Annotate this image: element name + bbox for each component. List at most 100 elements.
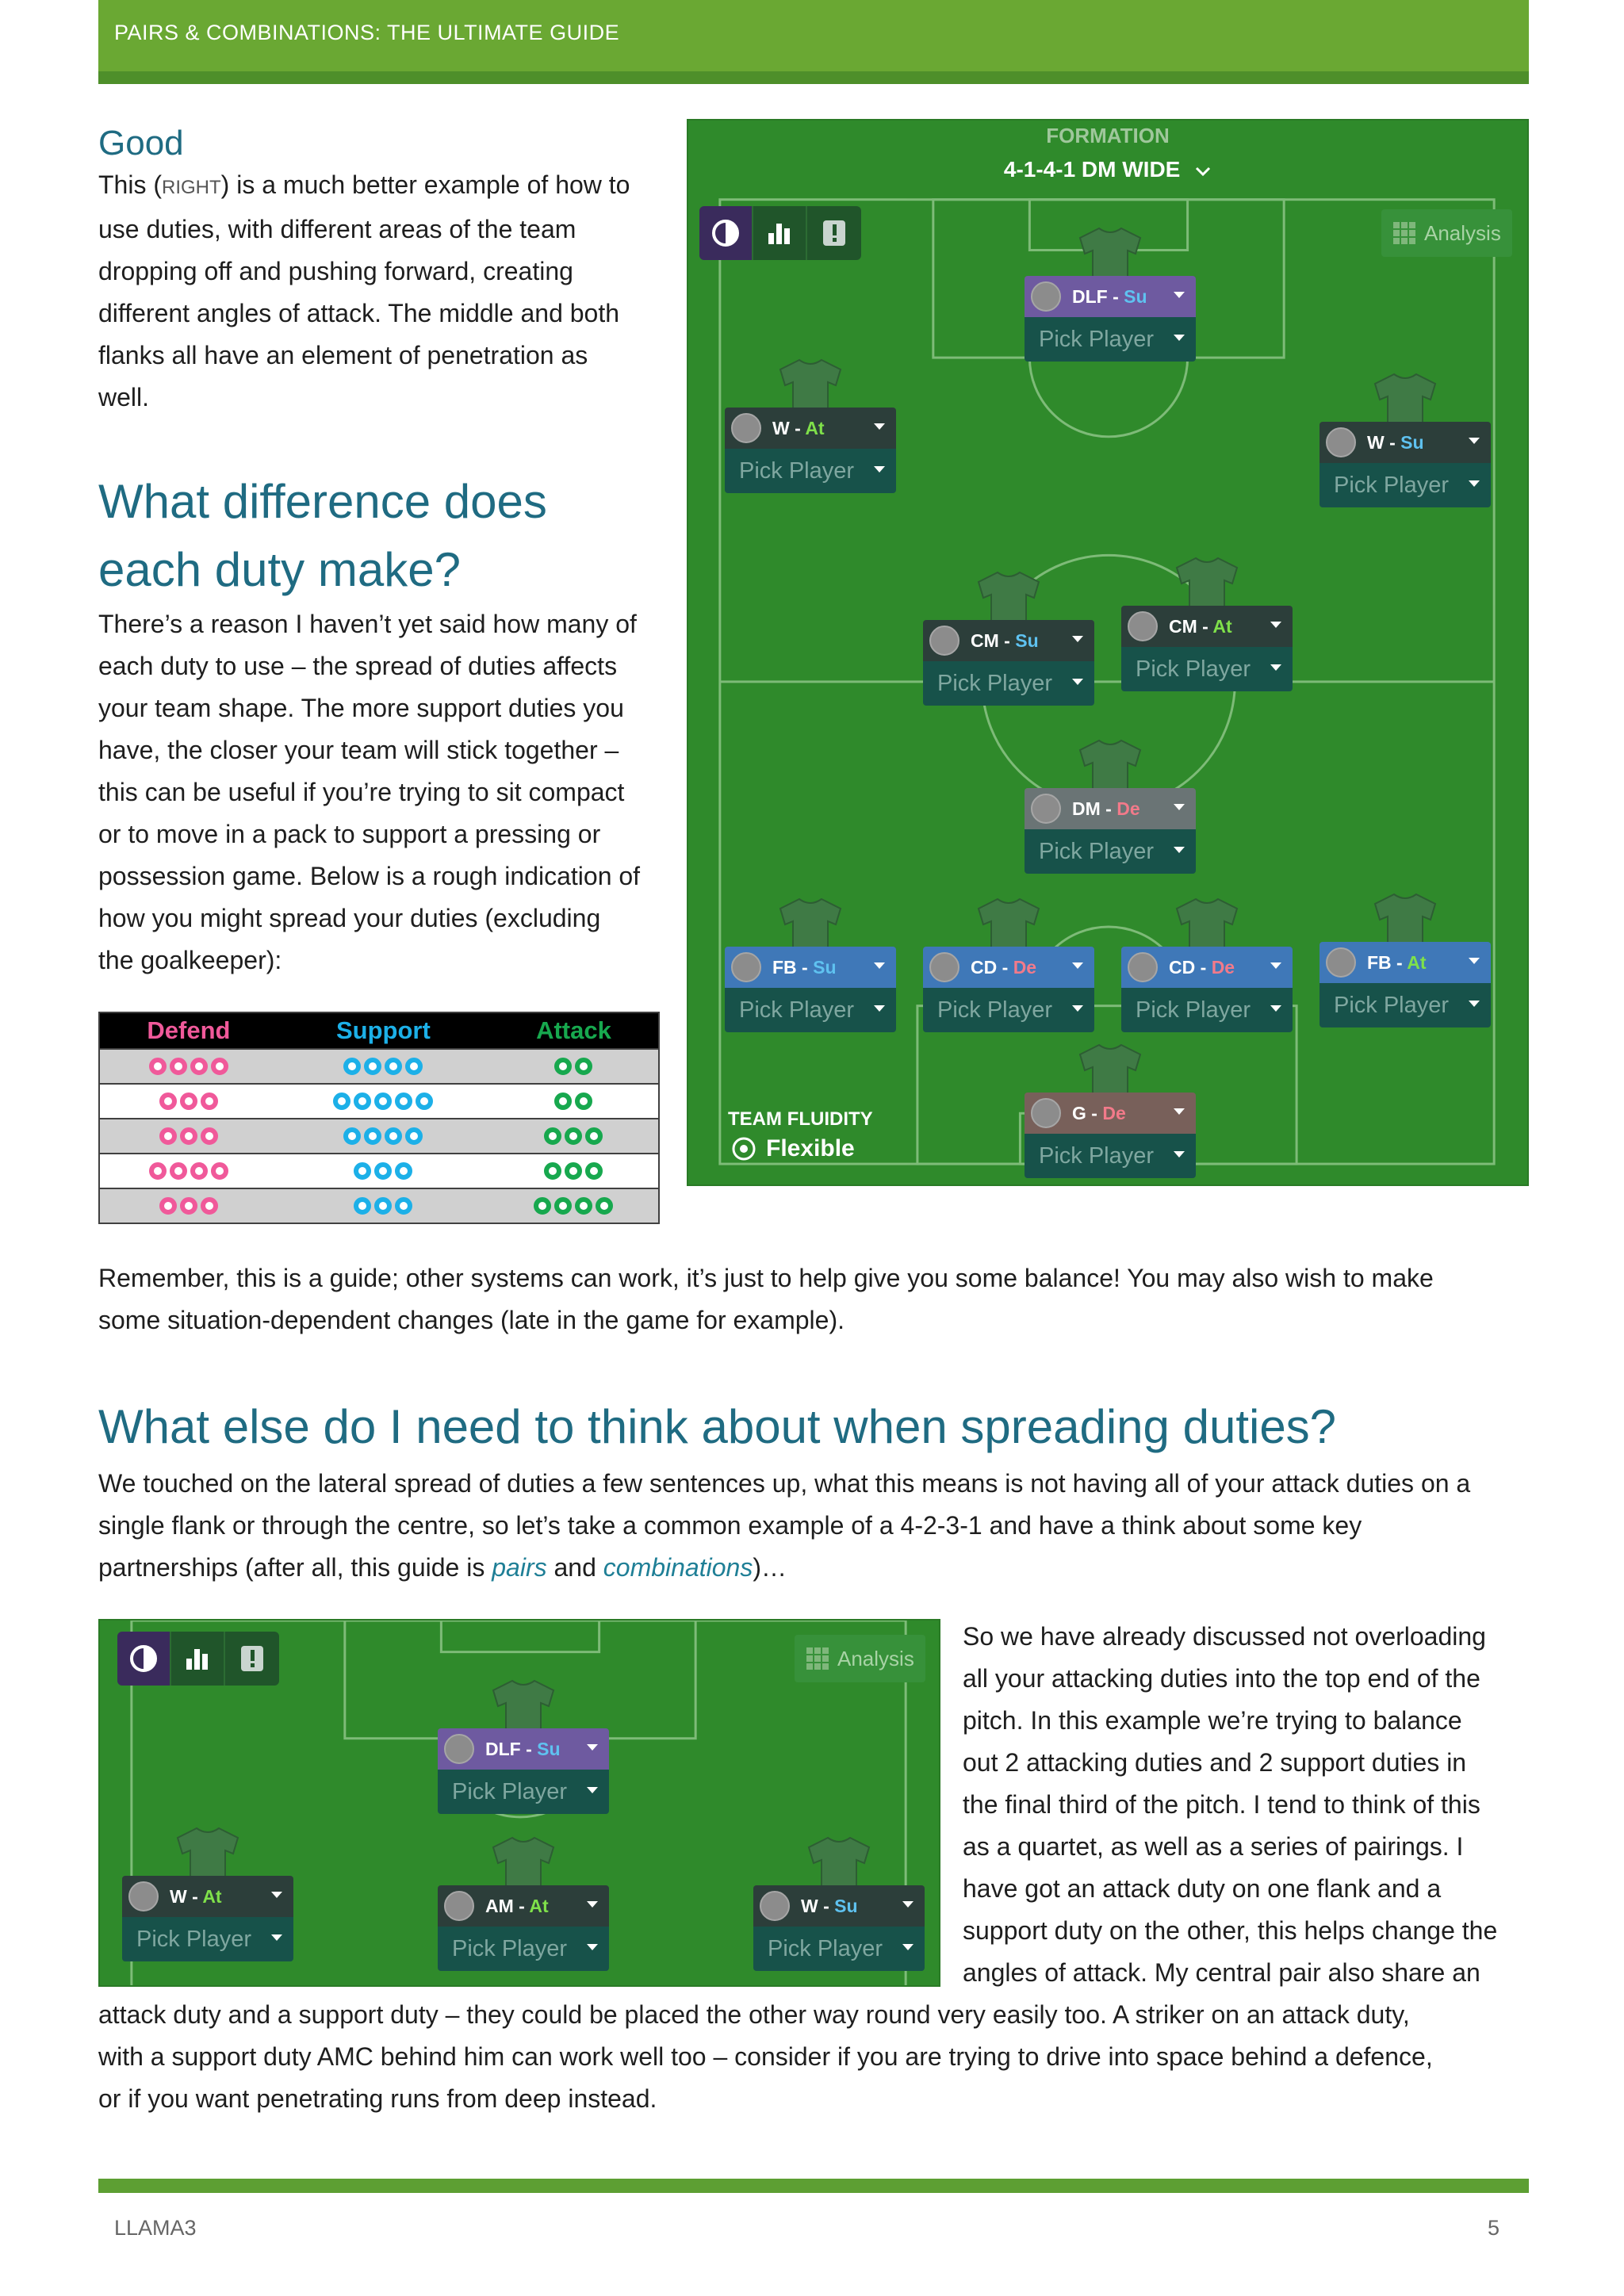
pairs-link[interactable]: pairs — [492, 1553, 547, 1582]
pick-player-select[interactable]: Pick Player — [438, 1770, 609, 1814]
role-label: CM - Su — [971, 629, 1039, 651]
role-selector[interactable]: W - Su — [753, 1885, 925, 1927]
shirt-icon — [1078, 739, 1142, 796]
formation-screenshot: FORMATION 4-1-4-1 DM WIDE Analysis TEAM … — [687, 119, 1529, 1186]
player-slot-dm-de[interactable]: DM - De Pick Player — [1025, 739, 1196, 874]
attack-duty-dot — [544, 1162, 562, 1180]
attack-duty-dot — [596, 1197, 614, 1215]
role-selector[interactable]: DLF - Su — [1025, 276, 1196, 317]
player-slot-cm-su[interactable]: CM - Su Pick Player — [923, 571, 1094, 706]
pick-player-select[interactable]: Pick Player — [1121, 988, 1293, 1032]
duty-table-row — [99, 1083, 659, 1119]
pick-player-select[interactable]: Pick Player — [122, 1917, 293, 1961]
bar-chart-icon — [768, 224, 790, 244]
shirt-icon — [779, 358, 842, 415]
player-slot-cm-at[interactable]: CM - At Pick Player — [1121, 557, 1293, 691]
role-selector[interactable]: CM - At — [1121, 606, 1293, 647]
pick-player-select[interactable]: Pick Player — [1320, 463, 1491, 507]
shirt-icon — [1078, 227, 1142, 284]
player-slot-dlf-su[interactable]: DLF - Su Pick Player — [438, 1679, 609, 1814]
formation-select[interactable]: 4-1-4-1 DM WIDE — [688, 157, 1527, 182]
avatar — [1128, 611, 1158, 641]
dropdown-caret-icon — [271, 1892, 282, 1898]
defend-duty-dot — [148, 1162, 167, 1180]
support-duty-dot — [343, 1058, 362, 1075]
player-slot-fb-at[interactable]: FB - At Pick Player — [1320, 893, 1491, 1027]
good-paragraph: This (RIGHT) is a much better example of… — [98, 164, 669, 419]
pick-player-select[interactable]: Pick Player — [1025, 829, 1196, 874]
pick-player-select[interactable]: Pick Player — [1025, 317, 1196, 362]
pick-player-select[interactable]: Pick Player — [1121, 647, 1293, 691]
pick-player-select[interactable]: Pick Player — [1320, 983, 1491, 1027]
defend-dots — [159, 1197, 218, 1215]
analysis-button[interactable]: Analysis — [1381, 209, 1512, 257]
role-label: CM - At — [1169, 615, 1232, 637]
player-slot-cd-de[interactable]: CD - De Pick Player — [1121, 897, 1293, 1032]
duty-table-row — [99, 1118, 659, 1154]
alert-view-button[interactable] — [225, 1632, 279, 1686]
role-selector[interactable]: W - Su — [1320, 422, 1491, 463]
stats-view-button[interactable] — [753, 206, 807, 260]
player-slot-w-su[interactable]: W - Su Pick Player — [1320, 373, 1491, 507]
spreading-line: partnerships (after all, this guide is p… — [98, 1553, 787, 1582]
role-selector[interactable]: AM - At — [438, 1885, 609, 1927]
role-selector[interactable]: CD - De — [1121, 947, 1293, 988]
attack-duty-dot — [554, 1093, 573, 1110]
pick-player-select[interactable]: Pick Player — [438, 1927, 609, 1971]
defend-count-cell — [99, 1118, 278, 1154]
role-selector[interactable]: FB - At — [1320, 942, 1491, 983]
player-slot-cd-de[interactable]: CD - De Pick Player — [923, 897, 1094, 1032]
role-selector[interactable]: W - At — [122, 1876, 293, 1917]
role-selector[interactable]: CM - Su — [923, 620, 1094, 661]
player-slot-fb-su[interactable]: FB - Su Pick Player — [725, 897, 896, 1032]
defend-duty-dot — [169, 1162, 187, 1180]
pick-player-select[interactable]: Pick Player — [1025, 1134, 1196, 1178]
player-slot-w-at[interactable]: W - At Pick Player — [725, 358, 896, 493]
role-selector[interactable]: G - De — [1025, 1093, 1196, 1134]
shirt-icon — [977, 897, 1040, 955]
role-selector[interactable]: CD - De — [923, 947, 1094, 988]
attack-duty-dot — [554, 1058, 573, 1075]
role-selector[interactable]: DM - De — [1025, 788, 1196, 829]
player-slot-dlf-su[interactable]: DLF - Su Pick Player — [1025, 227, 1196, 362]
attack-duty-dot — [575, 1093, 593, 1110]
role-selector[interactable]: FB - Su — [725, 947, 896, 988]
good-line: well. — [98, 383, 150, 411]
stats-view-button[interactable] — [171, 1632, 225, 1686]
support-count-cell — [277, 1153, 489, 1188]
support-header: Support — [277, 1012, 489, 1049]
support-duty-dot — [374, 1162, 393, 1180]
difference-line: possession game. Below is a rough indica… — [98, 862, 641, 890]
player-slot-g-de[interactable]: G - De Pick Player — [1025, 1043, 1196, 1178]
role-selector[interactable]: W - At — [725, 408, 896, 449]
target-icon — [732, 1137, 756, 1161]
support-count-cell — [277, 1188, 489, 1223]
dropdown-caret-icon — [902, 1901, 914, 1908]
defend-duty-dot — [200, 1127, 218, 1145]
dropdown-caret-icon — [1072, 679, 1083, 685]
pick-player-select[interactable]: Pick Player — [923, 988, 1094, 1032]
support-duty-dot — [354, 1093, 372, 1110]
view-toolbar — [699, 206, 861, 260]
duty-label: Su — [834, 1895, 858, 1916]
combinations-link[interactable]: combinations — [603, 1553, 753, 1582]
role-selector[interactable]: DLF - Su — [438, 1728, 609, 1770]
pick-player-label: Pick Player — [1334, 472, 1450, 498]
pick-player-select[interactable]: Pick Player — [725, 988, 896, 1032]
difference-line: this can be useful if you’re trying to s… — [98, 778, 625, 806]
player-slot-am-at[interactable]: AM - At Pick Player — [438, 1836, 609, 1971]
defend-dots — [148, 1058, 228, 1075]
contrast-view-button[interactable] — [699, 206, 753, 260]
alert-view-button[interactable] — [807, 206, 861, 260]
pick-player-select[interactable]: Pick Player — [753, 1927, 925, 1971]
contrast-view-button[interactable] — [117, 1632, 171, 1686]
pick-player-select[interactable]: Pick Player — [923, 661, 1094, 706]
footer-bar — [98, 2179, 1529, 2193]
support-dots — [343, 1058, 423, 1075]
team-fluidity-select[interactable]: Flexible — [731, 1135, 855, 1162]
pick-player-select[interactable]: Pick Player — [725, 449, 896, 493]
player-slot-w-at[interactable]: W - At Pick Player — [122, 1827, 293, 1961]
analysis-button[interactable]: Analysis — [795, 1635, 925, 1682]
support-dots — [333, 1093, 434, 1110]
player-slot-w-su[interactable]: W - Su Pick Player — [753, 1836, 925, 1971]
